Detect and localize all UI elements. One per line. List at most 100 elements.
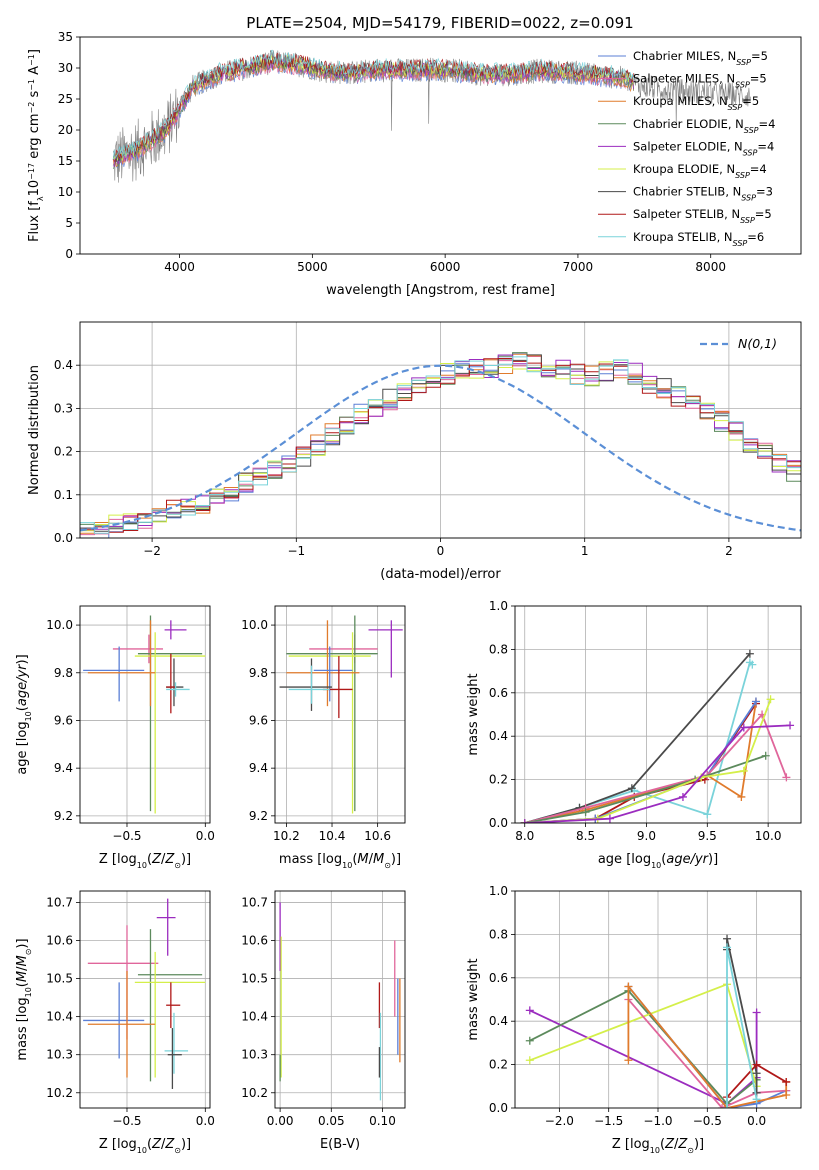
y-axis-label: age [log10(age/yr)] bbox=[15, 654, 33, 774]
x-tick-label: 4000 bbox=[164, 260, 195, 274]
plot-area bbox=[520, 649, 795, 823]
x-tick-label: 0 bbox=[437, 544, 445, 558]
x-tick-label: −1.5 bbox=[594, 1114, 623, 1128]
x-tick-label: 0.05 bbox=[318, 1114, 345, 1128]
y-axis-label: mass weight bbox=[466, 673, 481, 755]
y-tick-label: 10.3 bbox=[241, 1048, 268, 1062]
plot-area bbox=[83, 615, 206, 814]
legend-label: Salpeter STELIB, NSSP=5 bbox=[633, 207, 772, 225]
x-axis-label: (data-model)/error bbox=[380, 567, 501, 582]
figure-title: PLATE=2504, MJD=54179, FIBERID=0022, z=0… bbox=[246, 14, 633, 32]
x-tick-label: 8.0 bbox=[515, 829, 534, 843]
panel-age_vs_Z: −0.5 0.0 9.2 9.4 9.6 9.8 10.0 Z [log10(Z/Z⊙)] ag… bbox=[15, 605, 215, 870]
y-tick-label: 10.2 bbox=[241, 1086, 268, 1100]
weight-marker bbox=[678, 792, 687, 801]
y-tick-label: 1.0 bbox=[489, 884, 508, 898]
plot-area bbox=[112, 49, 751, 183]
y-tick-label: 0 bbox=[65, 247, 73, 261]
x-tick-label: 6000 bbox=[430, 260, 461, 274]
legend-label: Chabrier ELODIE, NSSP=4 bbox=[633, 117, 775, 135]
y-tick-label: 0.8 bbox=[489, 927, 508, 941]
y-tick-label: 9.8 bbox=[54, 666, 73, 680]
x-axis-label: Z [log10(Z/Z⊙)] bbox=[612, 1137, 704, 1155]
y-tick-label: 5 bbox=[65, 216, 73, 230]
y-tick-label: 10.3 bbox=[46, 1048, 73, 1062]
y-tick-label: 9.2 bbox=[249, 809, 268, 823]
x-tick-label: 0.0 bbox=[196, 829, 215, 843]
y-tick-label: 0.4 bbox=[489, 729, 508, 743]
y-tick-label: 9.6 bbox=[249, 713, 268, 727]
y-tick-label: 10.5 bbox=[46, 972, 73, 986]
y-tick-label: 30 bbox=[58, 61, 73, 75]
x-tick-label: −1.0 bbox=[643, 1114, 672, 1128]
y-axis-label: Normed distribution bbox=[27, 365, 42, 495]
plot-area bbox=[279, 615, 403, 814]
y-tick-label: 0.8 bbox=[489, 642, 508, 656]
y-tick-label: 0.4 bbox=[54, 358, 73, 372]
weight-marker bbox=[748, 660, 757, 669]
x-axis-label: Z [log10(Z/Z⊙)] bbox=[99, 1137, 191, 1155]
panel-weight_vs_age: 8.0 8.5 9.0 9.5 10.0 0.0 0.2 0.4 0.6 0.8 1.0 age [l… bbox=[466, 599, 802, 870]
axes-frame bbox=[79, 890, 211, 1109]
weight-line bbox=[524, 712, 788, 823]
y-tick-label: 10 bbox=[58, 185, 73, 199]
x-tick-label: 10.4 bbox=[319, 829, 346, 843]
x-tick-label: 0.00 bbox=[267, 1114, 294, 1128]
weight-marker bbox=[752, 1008, 761, 1017]
legend-label: Chabrier STELIB, NSSP=3 bbox=[633, 185, 773, 203]
weight-marker bbox=[782, 1077, 791, 1086]
weight-marker bbox=[782, 1090, 791, 1099]
x-tick-label: 10.6 bbox=[364, 829, 391, 843]
panel-mass_vs_Z: −0.5 0.0 10.2 10.3 10.4 10.5 10.6 10.7 Z [log10(… bbox=[15, 890, 215, 1155]
y-tick-label: 0.0 bbox=[54, 531, 73, 545]
y-tick-label: 35 bbox=[58, 30, 73, 44]
axes-frame bbox=[79, 36, 802, 255]
axes-frame bbox=[514, 890, 802, 1109]
weight-line bbox=[524, 754, 766, 823]
y-tick-label: 10.0 bbox=[241, 618, 268, 632]
y-tick-label: 0.2 bbox=[489, 773, 508, 787]
weight-marker bbox=[627, 784, 636, 793]
panel-weight_vs_Z: −2.0 −1.5 −1.0 −0.5 0.0 0.0 0.2 0.4 0.6 0.8 1.0 Z [… bbox=[466, 884, 802, 1155]
y-axis-label: mass [log10(M/M⊙)] bbox=[15, 938, 33, 1060]
weight-marker bbox=[525, 1036, 534, 1045]
y-tick-label: 25 bbox=[58, 92, 73, 106]
histogram-step-line bbox=[80, 356, 801, 538]
x-tick-label: 10.2 bbox=[273, 829, 300, 843]
weight-marker bbox=[624, 982, 633, 991]
axes-frame bbox=[514, 605, 802, 824]
x-tick-label: 9.5 bbox=[698, 829, 717, 843]
weight-marker bbox=[752, 1069, 761, 1078]
weight-marker bbox=[703, 810, 712, 819]
y-axis-label-text: Flux [fλ10−17 erg cm−2 s−1 A−1] bbox=[27, 49, 45, 242]
legend-label: Salpeter ELODIE, NSSP=4 bbox=[633, 139, 774, 157]
y-tick-label: 10.4 bbox=[46, 1010, 73, 1024]
y-tick-label: 15 bbox=[58, 154, 73, 168]
weight-marker bbox=[739, 723, 748, 732]
y-tick-label: 10.6 bbox=[241, 933, 268, 947]
x-tick-label: −0.5 bbox=[112, 829, 141, 843]
gaussian-curve bbox=[80, 364, 801, 532]
weight-marker bbox=[581, 808, 590, 817]
y-axis-label: mass weight bbox=[466, 958, 481, 1040]
axes-frame bbox=[274, 605, 406, 824]
x-axis-label: age [log10(age/yr)] bbox=[598, 852, 718, 870]
legend-label: Kroupa STELIB, NSSP=6 bbox=[633, 230, 764, 248]
y-tick-label: 10.7 bbox=[241, 895, 268, 909]
weight-marker bbox=[718, 1104, 727, 1108]
y-axis-label-text: mass [log10(M/M⊙)] bbox=[15, 938, 33, 1060]
weight-marker bbox=[624, 1056, 633, 1065]
panel-hist: −2 −1 0 1 2 0.0 0.1 0.2 0.3 0.4 N(0,1) (data-model)… bbox=[27, 321, 802, 582]
x-tick-label: 5000 bbox=[297, 260, 328, 274]
panel-mass_vs_ebv: 0.00 0.05 0.10 10.2 10.3 10.4 10.5 10.6 10.7 E(B-… bbox=[241, 890, 406, 1152]
y-tick-label: 0.4 bbox=[489, 1014, 508, 1028]
axes-frame bbox=[79, 321, 802, 539]
x-axis-label: mass [log10(M/M⊙)] bbox=[279, 852, 401, 870]
weight-marker bbox=[520, 819, 529, 823]
x-tick-label: −2 bbox=[143, 544, 161, 558]
x-tick-label: −2.0 bbox=[545, 1114, 574, 1128]
weight-marker bbox=[723, 943, 732, 952]
weight-line bbox=[524, 660, 753, 823]
x-tick-label: 8000 bbox=[695, 260, 726, 274]
weight-marker bbox=[525, 1056, 534, 1065]
